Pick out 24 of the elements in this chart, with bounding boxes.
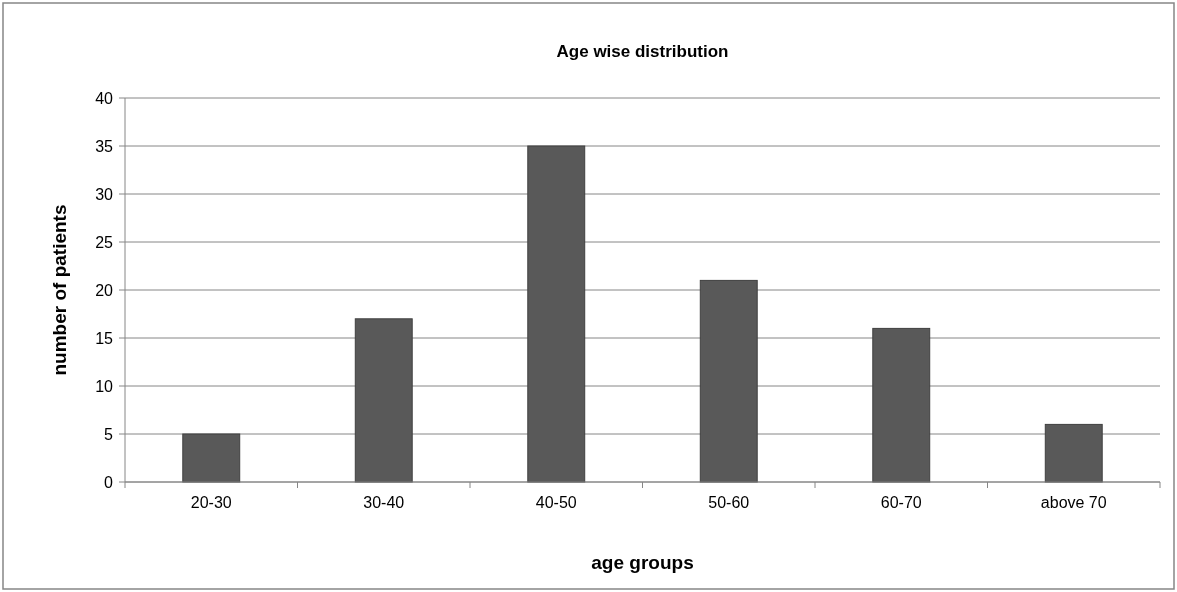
y-tick-label: 10 [95, 377, 114, 395]
y-tick-label: 35 [95, 137, 114, 155]
x-tick-label: 50-60 [708, 494, 750, 511]
y-tick-label: 15 [95, 329, 114, 347]
bar [1044, 423, 1103, 483]
y-tick-label: 40 [95, 89, 114, 107]
x-tick-label: 40-50 [535, 494, 577, 511]
y-tick-label: 0 [104, 473, 114, 491]
x-tick-label: 30-40 [363, 494, 405, 511]
bar [354, 318, 413, 483]
y-tick-label: 20 [95, 281, 114, 299]
y-tick-label: 5 [104, 425, 114, 443]
bar [182, 433, 241, 483]
bar [872, 327, 931, 483]
x-tick-label: above 70 [1040, 494, 1107, 511]
chart-title: Age wise distribution [556, 42, 729, 61]
y-axis-title: number of patients [49, 204, 70, 376]
y-tick-label: 30 [95, 185, 114, 203]
x-tick-label: 60-70 [880, 494, 922, 511]
x-axis-title: age groups [591, 552, 694, 573]
x-tick-label: 20-30 [190, 494, 232, 511]
bar [699, 279, 758, 483]
y-tick-label: 25 [95, 233, 114, 251]
bar [527, 145, 586, 483]
